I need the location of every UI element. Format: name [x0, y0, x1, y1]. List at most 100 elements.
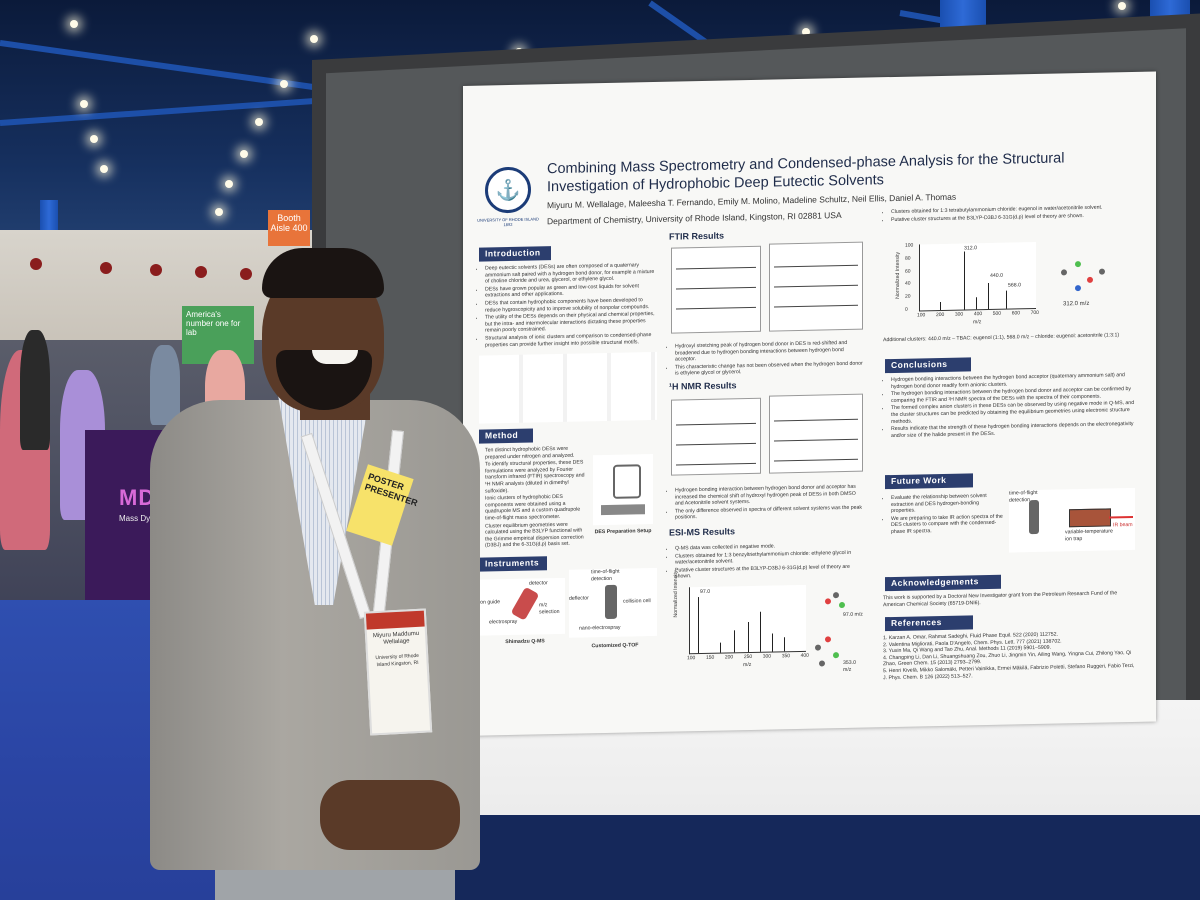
booth-aisle-sign: Booth Aisle 400 [268, 210, 310, 246]
x-tick: 300 [762, 653, 772, 660]
spectrum-peak [964, 251, 965, 310]
molecule-atom [1061, 269, 1067, 276]
tbac-peak-label: 568.0 [1008, 282, 1021, 289]
mz-selection-label: m/z selection [539, 602, 560, 616]
nmr-trace [774, 418, 858, 422]
tbac-peak-label: 440.0 [990, 272, 1003, 279]
ceiling-light [80, 100, 88, 108]
molecule-atom [833, 592, 839, 599]
tbac-y-label: Normalized Intensity [895, 251, 901, 299]
wall-dot [195, 266, 207, 278]
ftir-trace [774, 304, 858, 308]
attendee [150, 345, 180, 425]
ceiling-light [90, 135, 98, 143]
nmr-trace [676, 422, 756, 426]
y-tick: 20 [905, 293, 911, 300]
x-tick: 600 [1011, 310, 1021, 317]
x-tick: 150 [705, 654, 715, 661]
ftir-trace [676, 266, 756, 270]
section-esims: ESI-MS Results [669, 526, 736, 538]
introduction-text: Deep eutectic solvents (DESs) are often … [477, 262, 657, 350]
molecule-atom [825, 598, 831, 605]
future-bullet: Evaluate the relationship between solven… [891, 493, 1003, 515]
ceiling-light [240, 150, 248, 158]
stirrer-shape [601, 504, 645, 516]
x-tick: 200 [724, 654, 734, 661]
esims-bullet: Putative cluster structures at the B3LYP… [675, 563, 863, 580]
des-setup-caption: DES Preparation Setup [594, 528, 652, 536]
qms-diagram: ion guide detector m/z selection electro… [479, 577, 565, 636]
molecule-atom [833, 652, 839, 659]
tbac-text: Clusters obtained for 1:3 tetrabutylammo… [883, 204, 1133, 224]
exhibitor-banner: America's number one for lab [182, 306, 254, 364]
additional-clusters-text: Additional clusters: 440.0 m/z – TBAC: e… [883, 332, 1120, 344]
section-ftir: FTIR Results [669, 230, 725, 242]
y-tick: 60 [905, 268, 911, 275]
spectrum-peak [988, 282, 989, 310]
clasped-hands [320, 780, 460, 850]
badge-org-text: University of Rhode Island Kingston, RI [375, 652, 420, 669]
mz-label-353: 353.0 m/z [843, 659, 856, 673]
des-setup-figure [593, 454, 653, 526]
spectrum-peak [784, 637, 785, 652]
future-ir-label: IR beam [1113, 521, 1133, 529]
ftir-trace [774, 284, 858, 288]
section-conclusions: Conclusions [885, 357, 971, 374]
spectrum-peak [772, 633, 773, 652]
nmr-trace [774, 458, 858, 462]
method-bullet: To identify structural properties, these… [485, 460, 585, 495]
future-tof-label: time-of-flight detection [1009, 489, 1038, 504]
y-tick: 80 [905, 255, 911, 262]
tof-tube-shape [605, 584, 617, 620]
x-tick: 200 [935, 311, 945, 319]
collision-cell-label: collision cell [623, 598, 651, 605]
ceiling-light [70, 20, 78, 28]
esims-y-label: Normalized Intensity [673, 570, 679, 618]
spectrum-peak [748, 622, 749, 653]
electrospray-label: electrospray [489, 618, 518, 626]
wall-dot [240, 268, 252, 280]
ftir-spectrum-2 [769, 241, 863, 332]
section-acknowledgements: Acknowledgements [885, 574, 1001, 592]
wall-dot [30, 258, 42, 270]
nmr-trace [676, 442, 756, 446]
ceiling-light [280, 80, 288, 88]
table-skirt [440, 815, 1200, 900]
section-instruments: Instruments [479, 556, 547, 572]
method-bullet: Ionic clusters of hydrophobic DES compon… [485, 494, 585, 522]
spectrum-peak [976, 297, 977, 310]
section-method: Method [479, 428, 533, 444]
method-bullet: Ten distinct hydrophobic DESs were prepa… [485, 445, 585, 460]
attendee [20, 330, 50, 450]
qms-caption: Shimadzu Q-MS [505, 638, 545, 646]
molecule-atom [815, 644, 821, 651]
ftir-bullet: Hydroxyl stretching peak of hydrogen bon… [675, 340, 863, 364]
esims-x-ticks: 100 150 200 250 300 350 400 [687, 653, 809, 662]
section-future-work: Future Work [885, 473, 973, 490]
method-text: Ten distinct hydrophobic DESs were prepa… [477, 445, 585, 550]
smile [312, 350, 358, 364]
name-badge: Miyuru Maddumu Wellalage University of R… [363, 608, 433, 736]
spectrum-peak [720, 642, 721, 653]
section-introduction: Introduction [479, 246, 551, 262]
ceiling-light [100, 165, 108, 173]
nmr-bullet: Hydrogen bonding interaction between hyd… [675, 484, 863, 508]
tbac-y-ticks: 100 80 60 40 20 0 [905, 243, 913, 313]
wall-dot [100, 262, 112, 274]
spectrum-peak [940, 301, 941, 311]
university-seal-text: UNIVERSITY OF RHODE ISLAND 1892 [477, 216, 539, 228]
references-list: 1. Karzan A. Omar, Rahmat Sadeghi, Fluid… [883, 630, 1137, 681]
x-tick: 250 [743, 653, 753, 661]
detector-label: detector [529, 580, 548, 587]
tof-tube-shape [1029, 499, 1039, 535]
x-tick: 100 [917, 312, 926, 319]
hair [262, 248, 384, 298]
future-bullet: We are preparing to take IR action spect… [891, 513, 1003, 535]
deflector-label: deflector [569, 595, 589, 602]
tof-label: time-of-flight detection [591, 568, 620, 582]
ceiling-light [1118, 2, 1126, 10]
nmr-text: Hydrogen bonding interaction between hyd… [667, 484, 863, 523]
tbac-molecule-label: 312.0 m/z [1063, 300, 1090, 308]
section-references: References [885, 615, 973, 632]
molecule-atom [1075, 285, 1081, 292]
